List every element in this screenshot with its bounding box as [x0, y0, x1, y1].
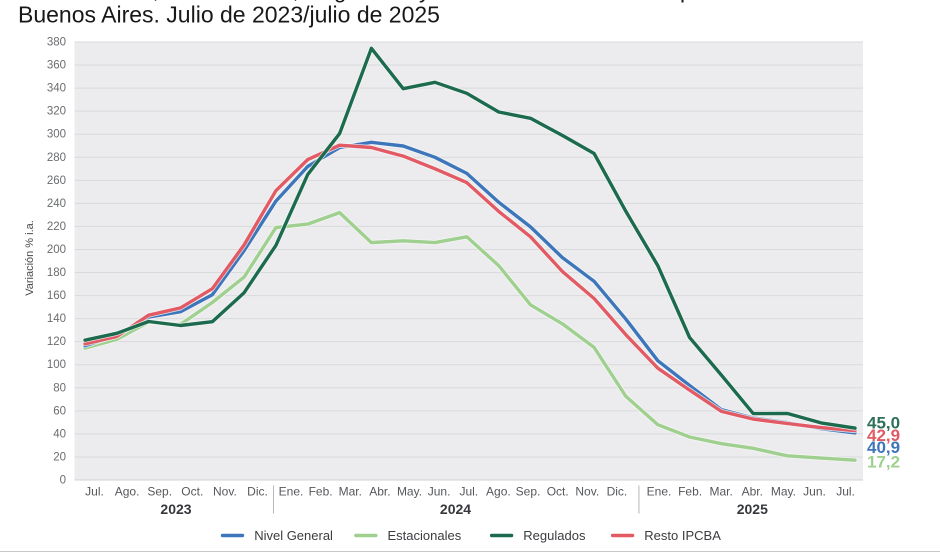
svg-text:100: 100: [47, 359, 66, 371]
svg-text:Feb.: Feb.: [309, 485, 333, 499]
svg-text:340: 340: [47, 83, 66, 95]
svg-text:Buenos Aires. Julio de 2023/ju: Buenos Aires. Julio de 2023/julio de 202…: [18, 1, 440, 27]
svg-text:Feb.: Feb.: [678, 485, 702, 499]
svg-text:2024: 2024: [440, 501, 471, 517]
svg-text:Ago.: Ago.: [486, 485, 511, 499]
svg-text:80: 80: [53, 382, 66, 394]
svg-text:20: 20: [53, 451, 66, 463]
svg-text:Mar.: Mar.: [710, 485, 733, 499]
svg-text:2023: 2023: [160, 501, 191, 517]
svg-text:0: 0: [60, 475, 66, 487]
svg-text:Variación % i.a.: Variación % i.a.: [24, 220, 36, 296]
svg-text:320: 320: [47, 106, 66, 118]
svg-text:Regulados: Regulados: [523, 528, 586, 543]
svg-text:May.: May.: [397, 485, 422, 499]
svg-text:Estacionales: Estacionales: [388, 528, 462, 543]
svg-text:May.: May.: [771, 485, 796, 499]
svg-text:40: 40: [53, 428, 66, 440]
svg-text:17,2: 17,2: [867, 453, 900, 472]
svg-text:Jun.: Jun.: [428, 485, 451, 499]
svg-text:Jun.: Jun.: [803, 485, 826, 499]
svg-text:160: 160: [47, 290, 66, 302]
svg-text:Nov.: Nov.: [213, 485, 237, 499]
svg-text:Dic.: Dic.: [607, 485, 628, 499]
svg-text:Nivel General: Nivel General: [254, 528, 333, 543]
svg-text:240: 240: [47, 198, 66, 210]
svg-text:Jul.: Jul.: [836, 485, 855, 499]
svg-text:Ene.: Ene.: [279, 485, 304, 499]
svg-text:Oct.: Oct.: [547, 485, 569, 499]
svg-text:140: 140: [47, 313, 66, 325]
svg-text:180: 180: [47, 267, 66, 279]
svg-text:300: 300: [47, 129, 66, 141]
svg-text:42,9: 42,9: [867, 426, 900, 445]
svg-text:Resto IPCBA: Resto IPCBA: [644, 528, 721, 543]
svg-text:Evolución del IPCBA, Estaciona: Evolución del IPCBA, Estacionales, Regul…: [0, 0, 940, 3]
svg-text:Sep.: Sep.: [516, 485, 541, 499]
svg-text:120: 120: [47, 336, 66, 348]
svg-text:40,9: 40,9: [867, 438, 900, 457]
svg-text:360: 360: [47, 60, 66, 72]
svg-text:Jul.: Jul.: [85, 485, 104, 499]
svg-text:Jul.: Jul.: [459, 485, 478, 499]
svg-text:Oct.: Oct.: [181, 485, 203, 499]
svg-text:45,0: 45,0: [867, 414, 900, 433]
svg-text:220: 220: [47, 221, 66, 233]
svg-text:Nov.: Nov.: [575, 485, 599, 499]
svg-text:200: 200: [47, 244, 66, 256]
svg-text:Abr.: Abr.: [369, 485, 390, 499]
svg-text:380: 380: [47, 37, 66, 49]
svg-text:Mar.: Mar.: [339, 485, 362, 499]
svg-text:Abr.: Abr.: [742, 485, 763, 499]
svg-text:260: 260: [47, 175, 66, 187]
svg-text:Dic.: Dic.: [247, 485, 268, 499]
svg-text:280: 280: [47, 152, 66, 164]
svg-text:2025: 2025: [737, 501, 768, 517]
svg-text:60: 60: [53, 405, 66, 417]
svg-text:Sep.: Sep.: [147, 485, 172, 499]
svg-text:Ago.: Ago.: [115, 485, 140, 499]
svg-text:Ene.: Ene.: [647, 485, 672, 499]
